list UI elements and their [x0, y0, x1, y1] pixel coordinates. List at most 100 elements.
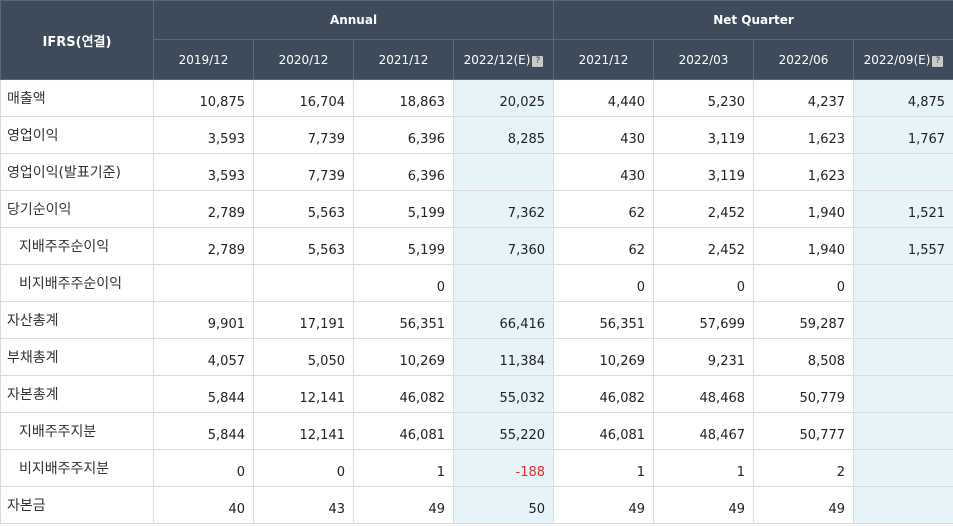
table-cell [452, 264, 555, 302]
table-cell: 3,119 [653, 116, 755, 154]
period-header: 2021/12 [553, 39, 655, 80]
table-cell: 2,452 [653, 227, 755, 265]
table-cell [853, 412, 953, 450]
table-cell: 9,231 [653, 338, 755, 376]
table-cell: 18,863 [353, 79, 454, 117]
table-cell: 4,875 [853, 79, 953, 117]
table-cell: 0 [653, 264, 755, 302]
table-cell [853, 301, 953, 339]
table-cell: 3,593 [153, 153, 254, 191]
row-label: 자본총계 [0, 375, 154, 413]
table-cell: 20,025 [452, 79, 555, 117]
question-icon[interactable]: ? [532, 55, 544, 67]
table-cell: 48,467 [653, 412, 755, 450]
table-cell: 9,901 [153, 301, 254, 339]
table-cell [853, 264, 953, 302]
table-cell [853, 375, 953, 413]
period-header: 2019/12 [153, 39, 254, 80]
table-cell: 49 [653, 486, 755, 524]
table-cell: 50 [452, 486, 555, 524]
table-cell: 56,351 [353, 301, 454, 339]
question-icon[interactable]: ? [932, 55, 944, 67]
table-cell: 3,593 [153, 116, 254, 154]
quarter-group-header: Net Quarter [553, 0, 953, 40]
table-cell [153, 264, 254, 302]
table-cell: 40 [153, 486, 254, 524]
table-cell: 10,269 [353, 338, 454, 376]
table-cell [452, 153, 555, 191]
table-cell: -188 [452, 449, 555, 487]
table-cell: 4,237 [753, 79, 855, 117]
table-cell: 17,191 [253, 301, 354, 339]
period-header-estimate: 2022/12(E)? [452, 39, 555, 80]
table-cell: 8,508 [753, 338, 855, 376]
table-cell: 57,699 [653, 301, 755, 339]
table-cell: 6,396 [353, 116, 454, 154]
table-cell [253, 264, 354, 302]
table-row: 부채총계 4,057 5,050 10,269 11,384 10,269 9,231 8,5… [0, 338, 953, 376]
table-cell: 11,384 [452, 338, 555, 376]
table-cell: 5,050 [253, 338, 354, 376]
table-cell: 7,362 [452, 190, 555, 228]
table-cell: 55,220 [452, 412, 555, 450]
table-cell: 0 [153, 449, 254, 487]
table-cell: 5,563 [253, 227, 354, 265]
table-cell: 1,767 [853, 116, 953, 154]
period-header: 2020/12 [253, 39, 354, 80]
table-cell: 1,940 [753, 227, 855, 265]
table-row: 비지배주주지분 0 0 1 -188 1 1 2 [0, 449, 953, 487]
table-cell: 1,623 [753, 153, 855, 191]
table-cell: 10,269 [553, 338, 655, 376]
period-header: 2021/12 [353, 39, 454, 80]
table-cell: 0 [253, 449, 354, 487]
table-cell: 62 [553, 190, 655, 228]
table-cell [853, 449, 953, 487]
table-row: 지배주주지분 5,844 12,141 46,081 55,220 46,081 48,46… [0, 412, 953, 450]
table-cell: 66,416 [452, 301, 555, 339]
table-row: 영업이익 3,593 7,739 6,396 8,285 430 3,119 1,623 1,7… [0, 116, 953, 154]
table-cell: 1,521 [853, 190, 953, 228]
period-header: 2022/03 [653, 39, 755, 80]
table-row: 영업이익(발표기준) 3,593 7,739 6,396 430 3,119 1,623 [0, 153, 953, 191]
table-cell: 49 [553, 486, 655, 524]
table-cell: 12,141 [253, 375, 354, 413]
table-cell: 1 [353, 449, 454, 487]
table-cell: 5,844 [153, 412, 254, 450]
table-cell: 430 [553, 116, 655, 154]
table-cell: 1 [653, 449, 755, 487]
table-cell: 2,452 [653, 190, 755, 228]
period-header: 2022/06 [753, 39, 855, 80]
table-cell: 5,844 [153, 375, 254, 413]
table-cell: 5,199 [353, 190, 454, 228]
table-cell: 8,285 [452, 116, 555, 154]
row-label: 당기순이익 [0, 190, 154, 228]
row-label: 부채총계 [0, 338, 154, 376]
table-cell: 0 [353, 264, 454, 302]
corner-header: IFRS(연결) [0, 0, 154, 80]
row-label: 비지배주주순이익 [0, 264, 154, 302]
table-cell: 1,557 [853, 227, 953, 265]
table-cell: 1,623 [753, 116, 855, 154]
table-cell: 6,396 [353, 153, 454, 191]
table-cell: 46,081 [353, 412, 454, 450]
table-cell: 5,563 [253, 190, 354, 228]
table-cell [853, 153, 953, 191]
table-cell: 5,230 [653, 79, 755, 117]
table-cell: 0 [553, 264, 655, 302]
table-cell: 16,704 [253, 79, 354, 117]
table-cell: 48,468 [653, 375, 755, 413]
row-label: 자본금 [0, 486, 154, 524]
annual-group-header: Annual [152, 0, 555, 40]
table-cell [853, 486, 953, 524]
table-cell: 50,777 [753, 412, 855, 450]
table-cell: 10,875 [153, 79, 254, 117]
table-cell: 46,082 [553, 375, 655, 413]
row-label: 영업이익(발표기준) [0, 153, 154, 191]
table-cell: 50,779 [753, 375, 855, 413]
table-row: 당기순이익 2,789 5,563 5,199 7,362 62 2,452 1,940 1,5… [0, 190, 953, 228]
table-row: 매출액 10,875 16,704 18,863 20,025 4,440 5,230 4,2… [0, 79, 953, 117]
table-cell [853, 338, 953, 376]
table-cell: 49 [353, 486, 454, 524]
period-header-estimate: 2022/09(E)? [853, 39, 953, 80]
table-cell: 0 [753, 264, 855, 302]
